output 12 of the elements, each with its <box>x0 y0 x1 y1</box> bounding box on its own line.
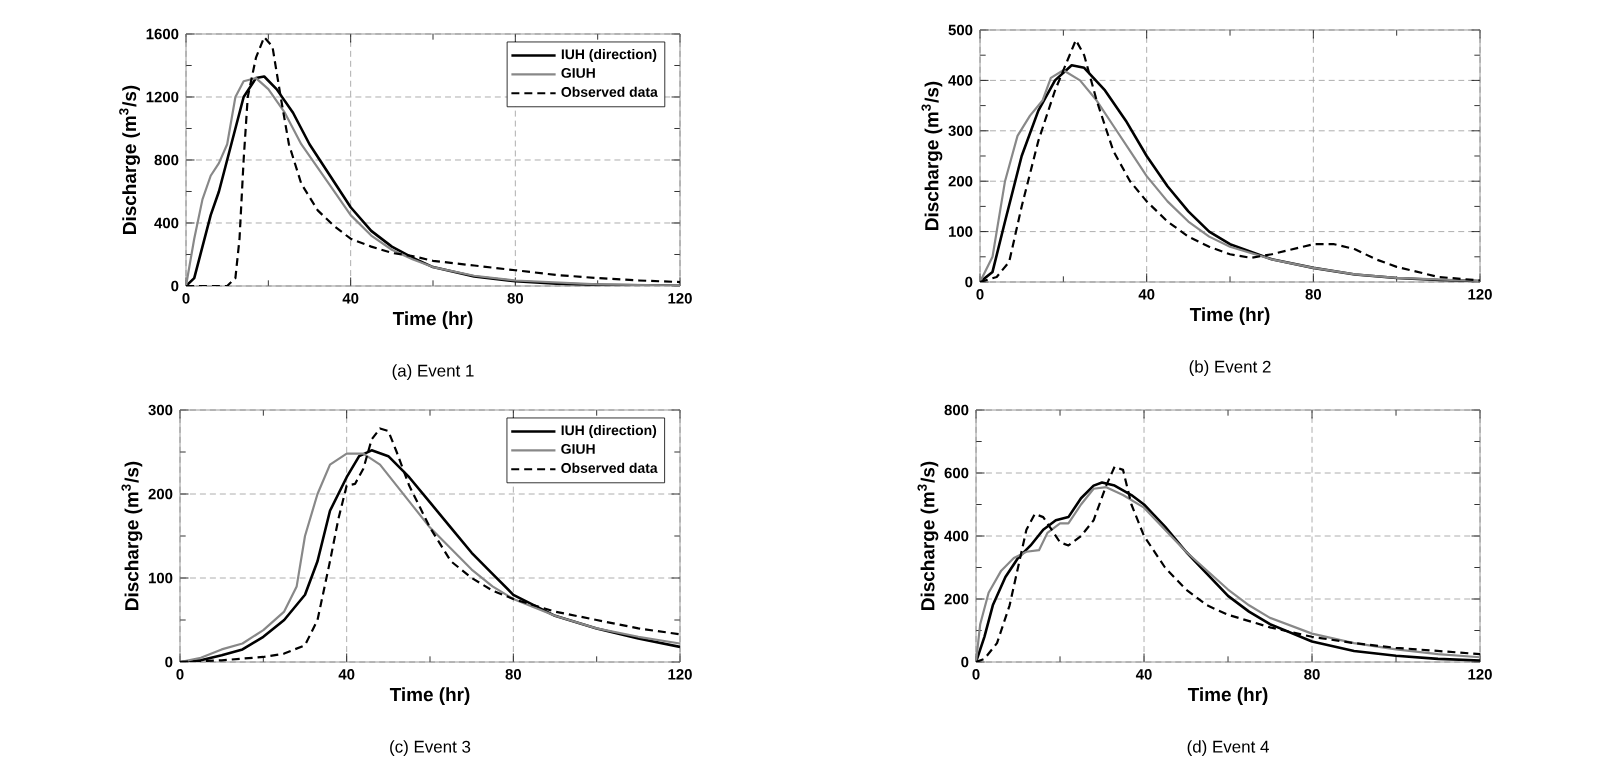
x-axis-title: Time (hr) <box>389 687 470 705</box>
y-axis-title: Discharge (m$^{3}$/s) <box>921 81 943 230</box>
text: (c) Event 3 <box>390 740 471 757</box>
x-axis-title: Time (hr) <box>392 311 473 329</box>
y-axis-title: Discharge (m$^{3}$/s) <box>121 461 143 610</box>
y-axis-title: Discharge (m$^{3}$/s) <box>917 461 939 610</box>
y-axis-title: Discharge (m$^{3}$/s) <box>119 85 140 234</box>
text: (b) Event 2 <box>1189 360 1271 377</box>
text: (a) Event 1 <box>392 364 474 381</box>
text: (d) Event 4 <box>1187 740 1269 757</box>
x-axis-title: Time (hr) <box>1187 687 1268 705</box>
x-axis-title: Time (hr) <box>1189 307 1270 325</box>
